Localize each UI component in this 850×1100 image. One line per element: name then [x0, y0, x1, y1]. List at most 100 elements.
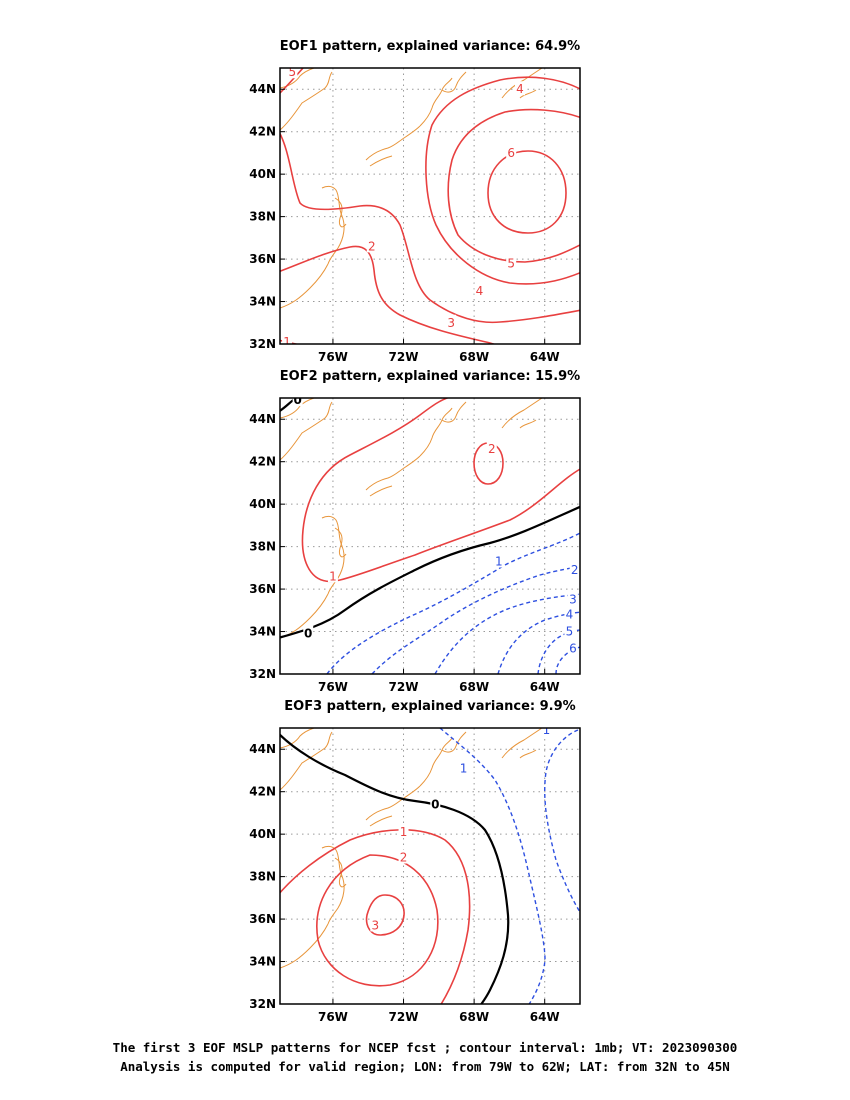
coastline-segment — [365, 125, 421, 161]
eof1-ticks: 76W 72W 68W 64W 44N 42N 40N 38N 36N 34N 32N — [249, 82, 559, 364]
eof3-gridlines — [280, 728, 580, 1004]
contour-label: 3 — [371, 918, 379, 932]
contour-label-bg — [567, 640, 578, 655]
x-tick-label: 76W — [318, 680, 348, 694]
coastline-segment — [280, 401, 333, 461]
eof3-contour-neg1 — [439, 728, 546, 1004]
contour-label: 1 — [329, 569, 337, 583]
contour-label-bg — [564, 623, 575, 638]
x-tick-label: 76W — [318, 350, 348, 364]
eof3-contour-pos1 — [280, 829, 471, 1004]
coastline-segment — [519, 419, 537, 429]
coastline-segment — [441, 71, 467, 93]
eof2-title: EOF2 pattern, explained variance: 15.9% — [280, 369, 580, 384]
coastline-segment — [321, 515, 345, 595]
y-tick-label: 34N — [249, 295, 276, 309]
coastline-segment — [334, 857, 347, 888]
contour-label: 5 — [507, 256, 515, 270]
eof3-panel: EOF3 pattern, explained variance: 9.9% 1… — [249, 699, 581, 1024]
eof3-contour-pos2 — [316, 854, 439, 987]
y-tick-label: 44N — [249, 742, 276, 756]
eof1-contour-labels: 5 4 6 2 5 4 3 1 — [282, 65, 525, 344]
contour-label: 6 — [507, 146, 515, 160]
contour-label-bg — [430, 796, 441, 811]
eof2-contour-zero — [280, 505, 580, 639]
contour-label: 5 — [289, 65, 297, 79]
eof1-frame — [279, 67, 581, 345]
x-tick-label: 64W — [530, 350, 560, 364]
eof2-contour-neg3 — [434, 593, 580, 674]
eof3-contour-neg1-right — [544, 729, 580, 914]
contour-label: 2 — [400, 851, 408, 865]
y-tick-label: 36N — [249, 252, 276, 266]
eof2-panel: EOF2 pattern, explained variance: 15.9% … — [249, 369, 581, 694]
eof3-contours — [280, 728, 580, 1004]
contour-label-bg — [370, 917, 381, 932]
contour-label: 2 — [488, 442, 496, 456]
coastline-segment — [280, 71, 333, 131]
contour-label-bg — [287, 68, 298, 79]
contour-label: 3 — [569, 593, 577, 607]
y-tick-label: 36N — [249, 582, 276, 596]
coastline-segment — [519, 749, 537, 759]
eof3-contour-pos3 — [365, 894, 405, 936]
eof2-contour-neg2 — [371, 565, 580, 674]
eof1-contour-4 — [425, 76, 580, 285]
coastline-segment — [441, 731, 467, 753]
eof3-coastline — [280, 728, 543, 969]
contour-label-bg — [474, 282, 485, 297]
eof2-contour-neg1 — [326, 532, 580, 674]
x-tick-label: 76W — [318, 1010, 348, 1024]
y-tick-label: 42N — [249, 455, 276, 469]
coastline-segment — [365, 785, 421, 821]
eof1-coastline — [280, 68, 543, 309]
eof3-frame — [279, 727, 581, 1005]
contour-label-bg — [398, 849, 409, 864]
coastline-segment — [419, 77, 453, 127]
coastline-segment — [501, 398, 543, 429]
eof1-contour-6 — [487, 150, 567, 234]
coastline-segment — [280, 728, 315, 749]
y-tick-label: 44N — [249, 82, 276, 96]
eof2-contour-pos2 — [473, 442, 504, 485]
contour-label-bg — [567, 591, 578, 606]
y-tick-label: 38N — [249, 210, 276, 224]
coastline-segment — [501, 728, 543, 759]
contour-label: 0 — [293, 393, 301, 407]
eof1-contour-3-upper — [280, 132, 580, 324]
coastline-segment — [419, 407, 453, 457]
contour-label-bg — [446, 314, 457, 329]
y-tick-label: 38N — [249, 870, 276, 884]
y-tick-label: 40N — [249, 497, 276, 511]
footer-caption-line2: Analysis is computed for valid region; L… — [120, 1059, 730, 1074]
contour-label-bg — [327, 568, 338, 583]
contour-label: 1 — [495, 554, 503, 568]
y-tick-label: 42N — [249, 785, 276, 799]
x-tick-label: 72W — [389, 1010, 419, 1024]
contour-label: 0 — [304, 627, 312, 641]
contour-label-bg — [493, 553, 504, 568]
eof2-gridlines — [280, 398, 580, 674]
y-tick-label: 40N — [249, 167, 276, 181]
contour-label-bg — [458, 760, 469, 775]
y-tick-label: 34N — [249, 955, 276, 969]
y-tick-label: 40N — [249, 827, 276, 841]
eof1-contour-5 — [447, 108, 580, 263]
contour-label-bg — [541, 728, 552, 737]
contour-label-bg — [506, 144, 517, 159]
y-tick-label: 34N — [249, 625, 276, 639]
contour-label-bg — [569, 561, 580, 576]
eof3-contour-zero — [280, 733, 510, 1004]
eof2-contour-labels: 0 2 1 2 1 34 0 5 6 — [292, 393, 580, 656]
coastline-segment — [369, 485, 393, 497]
contour-label-bg — [486, 440, 497, 455]
coastline-segment — [441, 401, 467, 423]
coastline-segment — [334, 197, 347, 228]
contour-label: 1 — [543, 723, 551, 737]
contour-label: 4 — [476, 284, 484, 298]
eof1-contours — [280, 68, 580, 344]
contour-label: 4 — [566, 608, 574, 622]
contour-label: 2 — [571, 563, 579, 577]
contour-label: 0 — [431, 797, 439, 811]
